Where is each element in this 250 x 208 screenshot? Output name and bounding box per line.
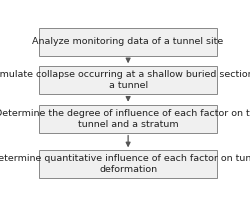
Text: Simulate collapse occurring at a shallow buried section of
a tunnel: Simulate collapse occurring at a shallow…	[0, 70, 250, 90]
FancyBboxPatch shape	[39, 28, 217, 56]
Text: Determine quantitative influence of each factor on tunnel
deformation: Determine quantitative influence of each…	[0, 154, 250, 174]
Text: Determine the degree of influence of each factor on the
tunnel and a stratum: Determine the degree of influence of eac…	[0, 109, 250, 129]
Text: Analyze monitoring data of a tunnel site: Analyze monitoring data of a tunnel site	[32, 37, 224, 46]
FancyBboxPatch shape	[39, 66, 217, 94]
FancyBboxPatch shape	[39, 105, 217, 133]
FancyBboxPatch shape	[39, 150, 217, 178]
